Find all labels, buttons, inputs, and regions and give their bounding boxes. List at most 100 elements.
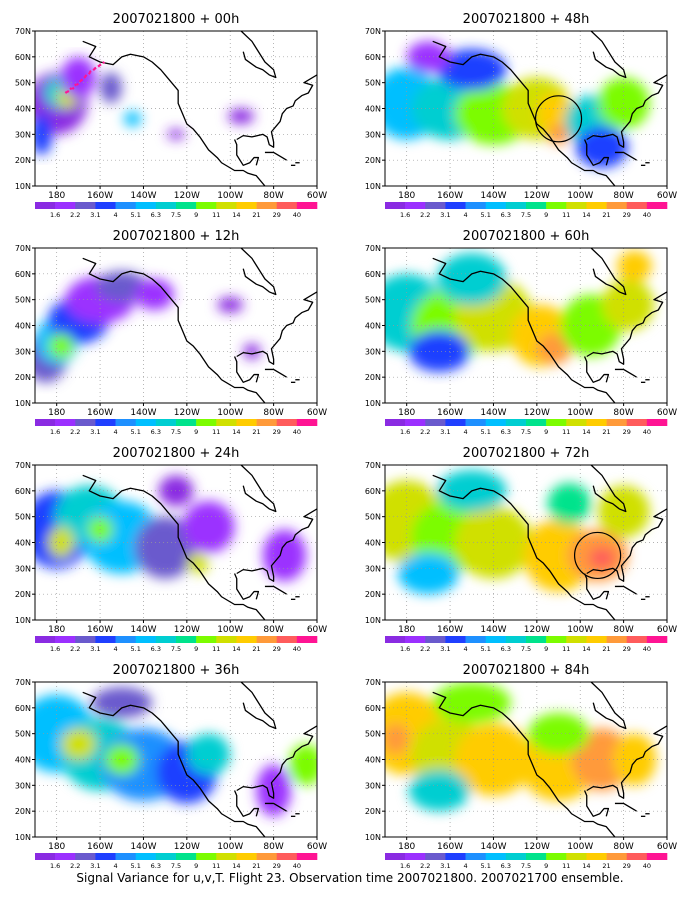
colorbar-label: 2.2: [420, 428, 430, 436]
lat-tick-label: 40N: [15, 322, 31, 331]
figure-caption: Signal Variance for u,v,T. Flight 23. Ob…: [76, 871, 624, 885]
colorbar-label: 1.6: [400, 211, 410, 219]
lat-tick-label: 30N: [15, 347, 31, 356]
variance-contour: [617, 250, 652, 282]
colorbar-label: 7.5: [171, 211, 181, 219]
colorbar-label: 21: [602, 862, 610, 870]
lon-tick-label: 160W: [87, 625, 113, 635]
colorbar-label: 14: [232, 211, 240, 219]
colorbar-swatch: [115, 202, 137, 209]
target-circle: [573, 531, 622, 580]
colorbar-swatch: [566, 853, 587, 860]
colorbar-swatch: [135, 853, 157, 860]
variance-contour: [61, 56, 96, 99]
lat-tick-label: 20N: [365, 373, 381, 382]
colorbar-label: 6.3: [151, 645, 161, 653]
colorbar-swatch: [526, 853, 547, 860]
colorbar-swatch: [646, 419, 668, 426]
gridlines: [385, 465, 667, 620]
lon-tick-label: 140W: [130, 625, 156, 635]
map-panel: 2007021800 + 36h 70N 60N 50N 40N 30N 20N 10N 180…: [15, 663, 327, 870]
colorbar-label: 40: [643, 211, 651, 219]
colorbar-swatch: [465, 853, 487, 860]
lat-tick-label: 70N: [365, 27, 381, 36]
map-panel: 2007021800 + 12h 70N 60N 50N 40N 30N 20N 10N 180…: [15, 229, 327, 436]
colorbar-label: 5.1: [481, 645, 491, 653]
colorbar-swatch: [155, 636, 177, 643]
colorbar-swatch: [196, 419, 217, 426]
lat-tick-label: 70N: [15, 461, 31, 470]
colorbar-swatch: [276, 202, 298, 209]
colorbar-swatch: [155, 419, 177, 426]
variance-contour: [186, 733, 231, 775]
colorbar-swatch: [55, 853, 76, 860]
lat-tick-label: 30N: [15, 130, 31, 139]
lat-tick-label: 40N: [365, 322, 381, 331]
colorbar-label: 3.1: [90, 645, 100, 653]
panel-title: 2007021800 + 24h: [113, 446, 240, 461]
colorbar-label: 11: [212, 211, 220, 219]
lat-tick-label: 10N: [15, 399, 31, 408]
colorbar-label: 29: [623, 211, 631, 219]
colorbar-swatch: [176, 419, 197, 426]
colorbar-swatch: [546, 202, 567, 209]
lon-tick-label: 60W: [657, 191, 677, 201]
lon-tick-label: 100W: [567, 842, 593, 852]
colorbar-label: 21: [602, 645, 610, 653]
variance-contour: [398, 552, 459, 595]
lat-tick-label: 60N: [15, 487, 31, 496]
panel-title: 2007021800 + 12h: [113, 229, 240, 244]
colorbar-label: 14: [232, 862, 240, 870]
colorbar-swatch: [425, 419, 446, 426]
variance-contour: [536, 333, 572, 365]
colorbar-label: 6.3: [501, 428, 511, 436]
colorbar-label: 5.1: [481, 862, 491, 870]
colorbar-label: 14: [582, 862, 590, 870]
colorbar-swatch: [465, 202, 487, 209]
colorbar-swatch: [465, 636, 487, 643]
variance-contour: [528, 713, 589, 755]
colorbar-swatch: [216, 636, 237, 643]
variance-field: [385, 41, 650, 168]
colorbar-swatch: [485, 853, 507, 860]
colorbar-label: 9: [194, 211, 198, 219]
variance-contour: [547, 483, 592, 525]
variance-contour: [48, 333, 75, 360]
colorbar-swatch: [445, 636, 466, 643]
colorbar-label: 29: [623, 428, 631, 436]
colorbar-swatch: [646, 636, 668, 643]
lon-tick-label: 80W: [263, 625, 283, 635]
lon-tick-label: 140W: [480, 625, 506, 635]
colorbar-swatch: [115, 853, 137, 860]
colorbar-swatch: [95, 636, 116, 643]
coastline: [82, 682, 317, 837]
colorbar-label: 6.3: [151, 211, 161, 219]
colorbar-swatch: [115, 636, 137, 643]
colorbar-label: 40: [293, 211, 301, 219]
colorbar-label: 4: [464, 645, 468, 653]
variance-contour: [536, 93, 572, 135]
colorbar-swatch: [385, 419, 406, 426]
lon-tick-label: 80W: [613, 842, 633, 852]
colorbar-swatch: [236, 853, 257, 860]
colorbar-label: 9: [544, 645, 548, 653]
colorbar-swatch: [135, 636, 157, 643]
colorbar-label: 4: [114, 211, 118, 219]
panel-title: 2007021800 + 36h: [113, 663, 240, 678]
colorbar: 1.6 2.2 3.1 4 5.1 6.3 7.5 9 11 14 21 29 40: [385, 202, 668, 219]
colorbar-label: 40: [643, 862, 651, 870]
coastline: [432, 682, 667, 837]
colorbar-label: 29: [273, 862, 281, 870]
variance-contour: [100, 72, 122, 104]
colorbar: 1.6 2.2 3.1 4 5.1 6.3 7.5 9 11 14 21 29 40: [35, 853, 318, 870]
variance-contour: [437, 253, 507, 305]
coastline: [432, 248, 667, 403]
colorbar-label: 11: [562, 428, 570, 436]
lat-tick-label: 40N: [365, 105, 381, 114]
lon-tick-label: 100W: [217, 625, 243, 635]
colorbar-swatch: [566, 419, 587, 426]
colorbar-swatch: [586, 419, 607, 426]
variance-contour: [385, 723, 409, 755]
colorbar-label: 7.5: [171, 862, 181, 870]
colorbar-label: 21: [252, 211, 260, 219]
